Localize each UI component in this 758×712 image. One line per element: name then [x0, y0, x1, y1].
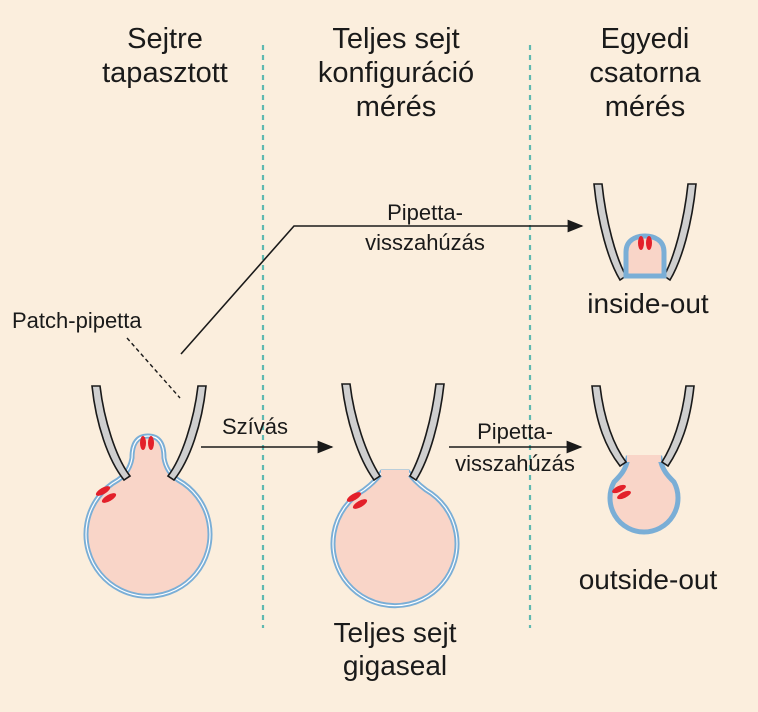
outside-out-label: outside-out [578, 564, 718, 595]
label-line: Pipetta- [387, 200, 463, 225]
column-header-whole-cell: Teljes sejt konfiguráció mérés [296, 22, 496, 125]
column-header-cell-attached: Sejtre tapasztott [80, 22, 250, 90]
arrow-pipette-withdraw-top [180, 219, 584, 355]
inside-out-pipette [593, 183, 697, 282]
inside-out-patch [623, 233, 667, 279]
header-line: tapasztott [102, 57, 228, 90]
patch-pipette-leader-line [126, 337, 181, 399]
header-line: csatorna [589, 57, 701, 90]
header-line: mérés [604, 91, 686, 124]
header-line: Sejtre [127, 23, 203, 55]
suction-label: Szívás [222, 414, 289, 439]
inside-out-label: inside-out [587, 288, 709, 319]
whole-cell-pipette [341, 383, 445, 482]
cell-attached-pipette [91, 385, 207, 482]
cell-attached-channels [95, 436, 154, 503]
outside-out-pipette [591, 385, 695, 468]
header-line: mérés [355, 91, 437, 124]
cell-attached-cell [83, 433, 213, 599]
label-line: visszahúzás [455, 450, 575, 476]
label-line: visszahúzás [365, 229, 485, 255]
whole-cell-cell [330, 469, 460, 609]
header-line: Egyedi [600, 23, 690, 55]
label-line: Pipetta- [477, 419, 553, 444]
header-line: konfiguráció [317, 57, 475, 90]
column-header-single-channel: Egyedi csatorna mérés [560, 22, 730, 125]
header-line: Teljes sejt [332, 23, 460, 55]
whole-cell-channels [346, 492, 368, 509]
whole-cell-gigaseal-label: Teljes sejt gigaseal [310, 616, 480, 682]
pipette-withdraw-top-label: Pipetta- visszahúzás [340, 200, 510, 256]
outside-out-vesicle [607, 455, 681, 535]
patch-pipette-label: Patch-pipetta [12, 308, 142, 333]
label-line: gigaseal [342, 650, 448, 682]
label-line: Teljes sejt [333, 617, 457, 648]
pipette-withdraw-bottom-label: Pipetta- visszahúzás [440, 419, 590, 477]
